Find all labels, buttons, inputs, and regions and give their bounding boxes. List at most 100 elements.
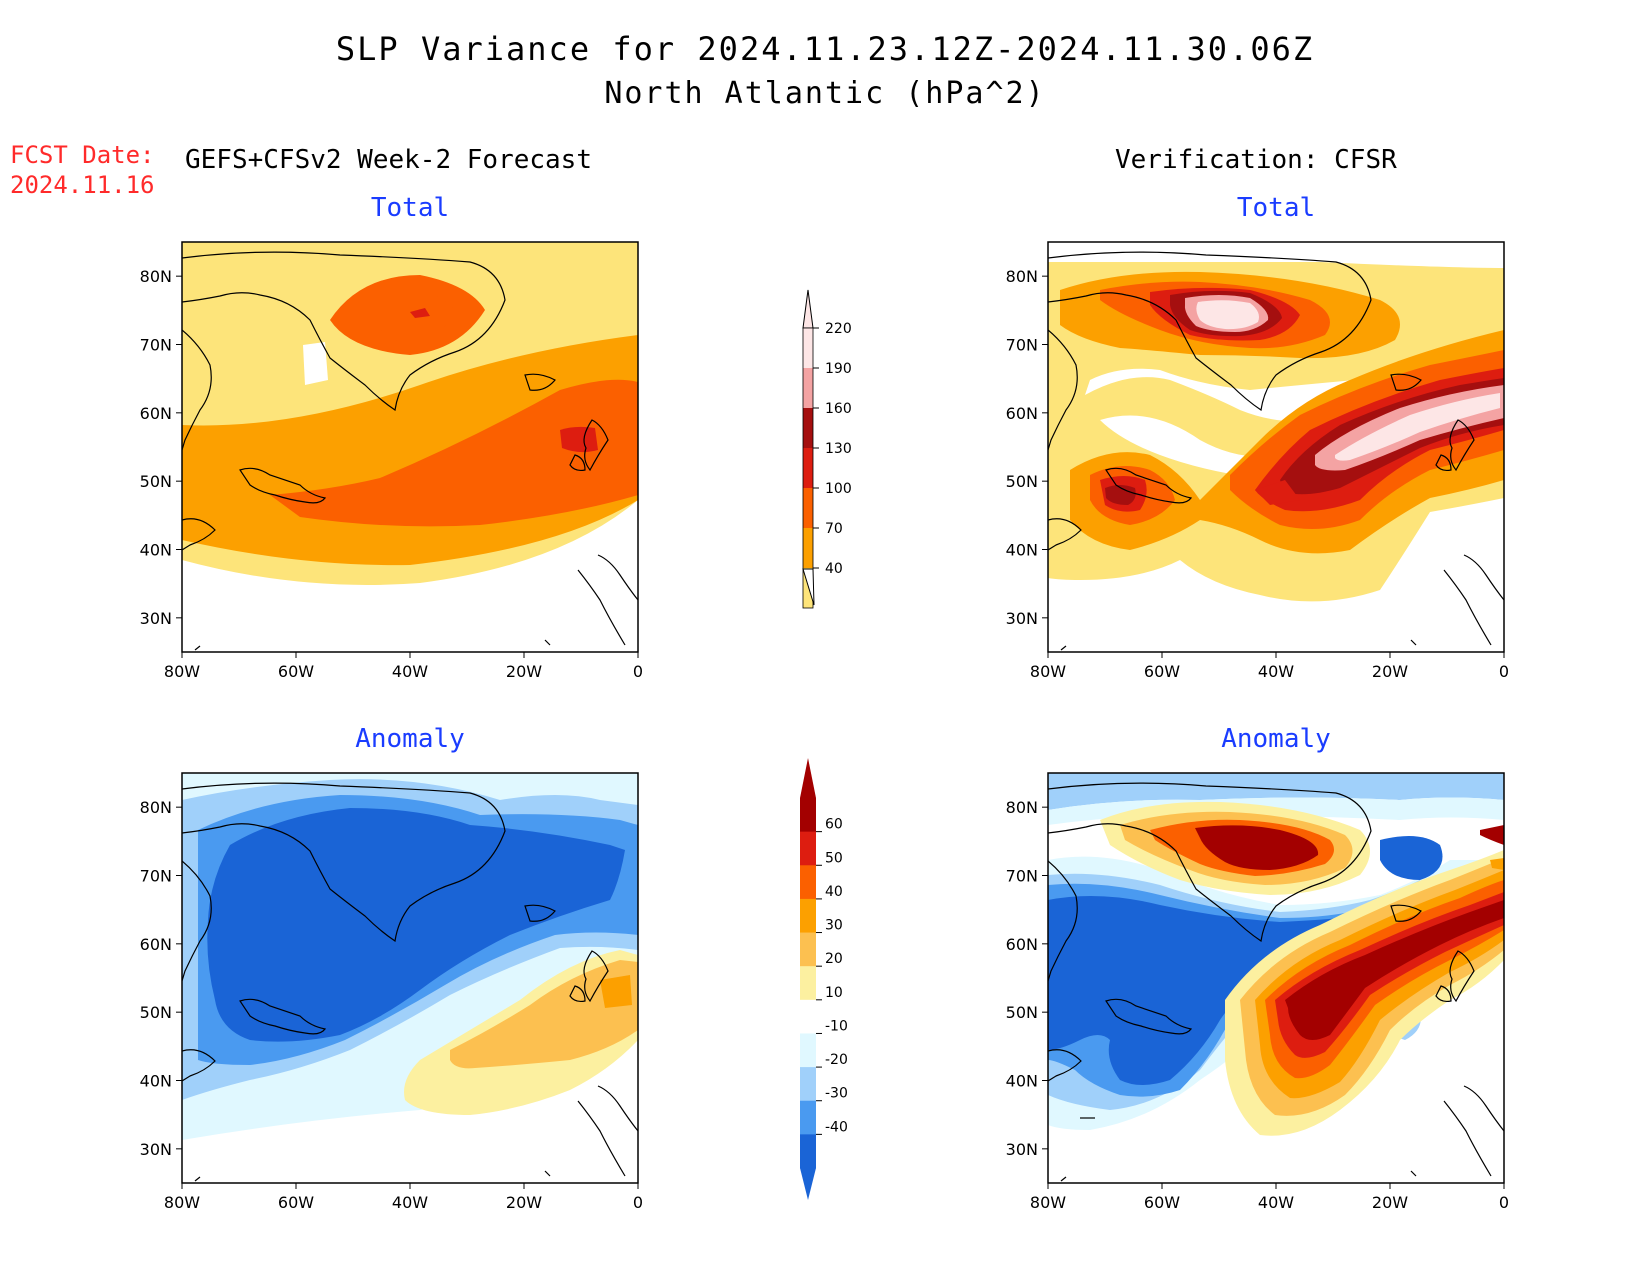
colorbar-total-label: 130 [825, 441, 852, 457]
figure-title: SLP Variance for 2024.11.23.12Z-2024.11.… [335, 30, 1315, 68]
colorbar-anomaly-swatch [800, 932, 816, 967]
colorbar-total-swatch [803, 408, 813, 448]
fc-total-blank [303, 342, 328, 385]
fc-anom-lat-label: 60N [140, 935, 172, 954]
fc-total-lat-label: 80N [140, 267, 172, 286]
colorbar-total-swatch [803, 328, 813, 368]
fc-anom-lon-label: 20W [506, 1193, 542, 1212]
colorbar-anomaly-swatch [800, 1100, 816, 1135]
vf-anom-lat-label: 80N [1006, 798, 1038, 817]
fc-anom-lon-label: 0 [633, 1193, 643, 1212]
colorbar-anomaly-label: 50 [825, 850, 843, 866]
verification-total-title: Total [1236, 193, 1316, 223]
vf-total-220-north [1196, 300, 1259, 330]
verification-column-title: Verification: CFSR [1115, 145, 1397, 175]
colorbar-anomaly-label: 30 [825, 918, 843, 934]
fcst-date-label: FCST Date: [10, 141, 155, 169]
fc-total-lat-label: 70N [140, 336, 172, 355]
colorbar-anomaly-swatch [800, 966, 816, 1001]
vf-anom-lat-label: 50N [1006, 1003, 1038, 1022]
colorbar-total-top-triangle [802, 289, 814, 329]
colorbar-anomaly-swatch [800, 898, 816, 934]
colorbar-anomaly-swatch [800, 1134, 816, 1169]
vf-anom-neg-20-top [1048, 773, 1504, 810]
vf-anom-pos-60-band [1285, 825, 1504, 1040]
vf-total-lat-label: 50N [1006, 472, 1038, 491]
fc-anom-lat-label: 50N [140, 1003, 172, 1022]
fcst-date-block: FCST Date: 2024.11.16 [10, 140, 155, 200]
fc-total-lon-label: 80W [164, 662, 200, 681]
fc-total-lon-label: 0 [633, 662, 643, 681]
vf-anom-lat-label: 30N [1006, 1140, 1038, 1159]
colorbar-total-label: 70 [825, 521, 843, 537]
colorbar-anomaly-label: 10 [825, 985, 843, 1001]
vf-total-lon-label: 20W [1372, 662, 1408, 681]
forecast-total-map [182, 242, 638, 652]
colorbar-anomaly-label: 60 [825, 817, 843, 833]
colorbar-total-swatch [803, 368, 813, 408]
colorbar-anomaly-swatch [800, 1033, 816, 1068]
colorbar-anomaly-label: 20 [825, 951, 843, 967]
colorbar-total-label: 100 [825, 481, 852, 497]
fc-total-coastline [182, 251, 638, 651]
vf-anom-coastline [1048, 782, 1504, 1182]
colorbar-total-boxes: 220 190 160 130 100 70 40 [802, 321, 852, 609]
verification-total-map [1048, 242, 1504, 652]
forecast-total-title: Total [370, 193, 450, 223]
vf-total-lat-label: 80N [1006, 267, 1038, 286]
fc-anom-lat-label: 80N [140, 798, 172, 817]
colorbar-total-label: 190 [825, 361, 852, 377]
colorbar-anomaly-label: 40 [825, 884, 843, 900]
fc-total-lat-label: 30N [140, 609, 172, 628]
fc-total-130-160-east [560, 426, 598, 453]
colorbar-anomaly-boxes: 60 50 40 30 20 10 -10 -20 -30 -40 [800, 798, 848, 1169]
verification-anomaly-title: Anomaly [1221, 724, 1331, 754]
fc-total-lon-label: 40W [392, 662, 428, 681]
fc-anom-lon-label: 80W [164, 1193, 200, 1212]
vf-total-lat-label: 40N [1006, 541, 1038, 560]
colorbar-anomaly-top-triangle [800, 758, 816, 798]
colorbar-anomaly-label: -10 [825, 1018, 848, 1034]
fc-total-lat-label: 60N [140, 404, 172, 423]
vf-total-lat-label: 60N [1006, 404, 1038, 423]
vf-total-coastline [1048, 251, 1504, 651]
colorbar-total-swatch [803, 528, 813, 568]
vf-anom-neg-40 [1048, 896, 1340, 1085]
colorbar-anomaly-label: -40 [825, 1119, 848, 1135]
colorbar-total-frame [802, 327, 814, 609]
axes-layer: 80N 70N 60N 50N 40N 30N 80W 60W 40W 20W 0 80N 70N 60N… [140, 267, 1509, 1212]
vf-anom-lon-label: 0 [1499, 1193, 1509, 1212]
colorbar-total-label: 220 [825, 321, 852, 337]
fc-total-lon-label: 20W [506, 662, 542, 681]
vf-anom-lon-label: 60W [1144, 1193, 1180, 1212]
vf-anom-lon-label: 80W [1030, 1193, 1066, 1212]
fc-anom-neg-40 [207, 808, 626, 1042]
vf-total-lat-label: 70N [1006, 336, 1038, 355]
vf-total-lon-label: 60W [1144, 662, 1180, 681]
vf-anom-neg-40-east [1380, 836, 1443, 880]
colorbar-anomaly-swatch [800, 831, 816, 866]
fc-anom-coastline [182, 782, 638, 1182]
vf-total-white-mid [1085, 368, 1356, 422]
fc-anom-lat-label: 30N [140, 1140, 172, 1159]
fc-total-lat-label: 50N [140, 472, 172, 491]
colorbar-total: 220 190 160 130 100 70 40 [802, 289, 852, 609]
vf-anom-lat-label: 70N [1006, 867, 1038, 886]
forecast-column-title: GEFS+CFSv2 Week-2 Forecast [185, 145, 592, 175]
colorbar-anomaly-swatch [800, 865, 816, 900]
vf-anom-pos-30-east [1490, 858, 1504, 870]
colorbar-total-swatch [803, 568, 813, 608]
fcst-date-value: 2024.11.16 [10, 171, 155, 199]
fc-total-40-70-inner [365, 291, 456, 343]
vf-total-130-160-mid [1255, 480, 1300, 505]
fc-total-lat-label: 40N [140, 541, 172, 560]
colorbar-total-label: 160 [825, 401, 852, 417]
vf-anom-lon-label: 40W [1258, 1193, 1294, 1212]
colorbar-total-bottom-triangle [802, 568, 815, 606]
colorbar-anomaly-label: -30 [825, 1086, 848, 1102]
colorbar-anomaly-swatch [800, 999, 816, 1034]
fc-anom-pos-30 [600, 975, 632, 1008]
figure-subtitle: North Atlantic (hPa^2) [604, 76, 1046, 111]
forecast-anomaly-map [182, 773, 638, 1183]
